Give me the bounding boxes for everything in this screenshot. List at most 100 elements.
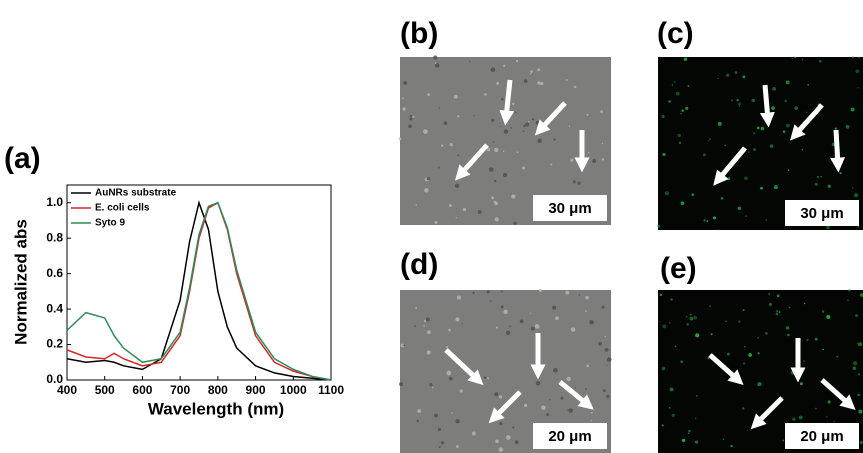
speckle: [448, 204, 452, 207]
speckle: [440, 441, 445, 445]
speckle: [457, 115, 460, 118]
speckle: [578, 294, 580, 296]
speckle: [817, 175, 819, 178]
speckle: [535, 120, 540, 125]
x-tick-label: 400: [57, 383, 77, 397]
speckle: [680, 201, 685, 206]
speckle: [577, 181, 581, 185]
speckle: [486, 147, 491, 152]
speckle: [606, 357, 612, 362]
speckle: [565, 79, 568, 81]
speckle: [674, 345, 677, 348]
speckle: [437, 427, 441, 432]
speckle: [772, 86, 776, 91]
speckle: [826, 225, 830, 230]
speckle: [509, 325, 511, 328]
speckle: [738, 102, 742, 106]
speckle: [590, 419, 592, 422]
scale-bar-label: 30 μm: [548, 200, 591, 217]
speckle: [448, 376, 453, 381]
speckle: [708, 139, 710, 142]
scale-bar-label: 20 μm: [548, 428, 591, 445]
speckle: [550, 163, 553, 166]
speckle: [494, 217, 499, 222]
speckle: [553, 138, 556, 141]
speckle: [836, 355, 838, 358]
speckle: [707, 357, 710, 360]
speckle: [503, 309, 508, 315]
data-line: [66, 201, 332, 381]
panel-label: (d): [400, 248, 438, 281]
speckle: [455, 217, 457, 219]
speckle: [852, 187, 854, 189]
speckle: [768, 302, 772, 307]
speckle: [683, 57, 688, 61]
speckle: [455, 445, 459, 448]
speckle: [500, 97, 504, 101]
speckle: [694, 440, 699, 444]
speckle: [678, 141, 682, 145]
speckle: [499, 395, 503, 399]
speckle: [717, 77, 719, 80]
speckle: [847, 299, 849, 301]
scale-bar-box: [785, 200, 859, 226]
speckle: [695, 394, 698, 397]
speckle: [765, 332, 768, 335]
speckle: [738, 320, 741, 323]
speckle: [523, 79, 528, 83]
speckle: [818, 59, 822, 63]
speckle: [491, 196, 495, 200]
speckle: [689, 313, 692, 316]
speckle: [454, 183, 460, 188]
speckle: [525, 122, 530, 127]
speckle: [408, 124, 412, 129]
speckle: [833, 420, 835, 423]
speckle: [600, 110, 603, 113]
speckle: [503, 64, 506, 67]
arrow: [759, 84, 775, 128]
speckle: [540, 81, 544, 86]
speckle: [602, 389, 606, 393]
speckle: [568, 408, 573, 413]
speckle: [537, 68, 541, 72]
speckle: [455, 419, 460, 424]
y-tick-label: 0.2: [46, 337, 63, 351]
speckle: [786, 123, 790, 128]
speckle: [685, 315, 688, 318]
arrow: [750, 396, 784, 430]
speckle: [438, 446, 441, 449]
speckle: [805, 111, 808, 113]
micrograph: 30 μm: [398, 55, 611, 226]
speckle: [798, 415, 803, 420]
speckle: [803, 360, 806, 363]
speckle: [722, 438, 725, 441]
speckle: [523, 403, 528, 408]
speckle: [423, 129, 428, 134]
speckle: [499, 422, 503, 426]
speckle: [787, 333, 790, 337]
speckle: [694, 417, 697, 419]
panel-label: (b): [400, 17, 438, 50]
speckle: [496, 81, 500, 85]
speckle: [498, 447, 504, 452]
speckle: [586, 113, 589, 116]
speckle: [443, 121, 448, 125]
data-line: [66, 200, 332, 381]
speckle: [522, 130, 525, 132]
speckle: [712, 216, 717, 220]
speckle: [414, 325, 416, 328]
speckle: [502, 150, 505, 153]
arrow: [534, 101, 567, 136]
speckle: [859, 293, 863, 297]
speckle: [748, 151, 750, 153]
speckle: [402, 107, 406, 111]
speckle: [753, 148, 757, 152]
speckle: [472, 291, 475, 295]
speckle: [568, 125, 571, 127]
speckle: [500, 290, 503, 293]
x-axis-label: Wavelength (nm): [148, 399, 284, 418]
speckle: [852, 366, 857, 371]
speckle: [516, 151, 519, 154]
speckle: [685, 106, 689, 110]
speckle: [745, 215, 747, 218]
